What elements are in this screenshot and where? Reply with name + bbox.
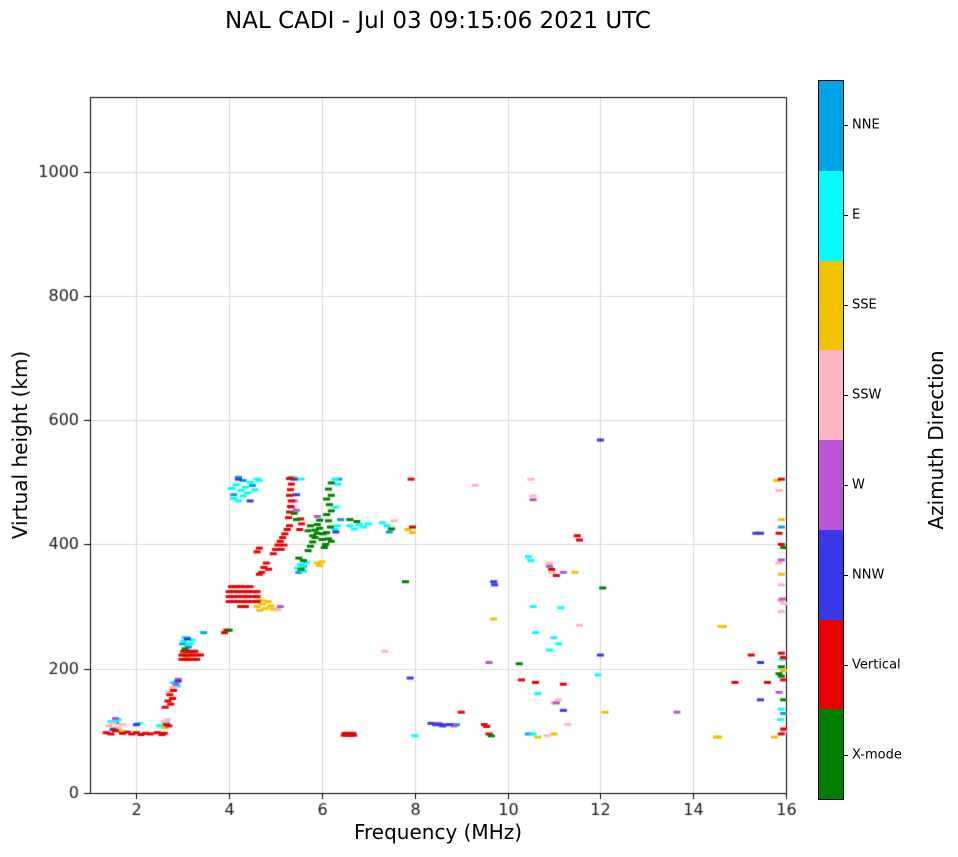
colorbar-segment-sse — [819, 260, 843, 351]
colorbar-tick — [844, 575, 848, 576]
colorbar-tick — [844, 215, 848, 216]
chart-title: NAL CADI - Jul 03 09:15:06 2021 UTC — [225, 8, 651, 34]
colorbar-label-e: E — [852, 207, 861, 223]
colorbar-tick — [844, 305, 848, 306]
colorbar-label-vertical: Vertical — [852, 657, 901, 673]
colorbar-segment-w — [819, 440, 843, 530]
colorbar-axis-label: Azimuth Direction — [924, 350, 948, 530]
colorbar-label-ssw: SSW — [852, 387, 882, 403]
colorbar-segment-x-mode — [819, 709, 843, 799]
colorbar-tick — [844, 125, 848, 126]
colorbar-tick — [844, 665, 848, 666]
colorbar-tick — [844, 755, 848, 756]
colorbar-segment-e — [819, 170, 843, 261]
colorbar-label-w: W — [852, 477, 865, 493]
x-axis-label: Frequency (MHz) — [353, 820, 523, 844]
colorbar-tick — [844, 395, 848, 396]
colorbar-segment-nne — [819, 81, 843, 171]
colorbar-label-nnw: NNW — [852, 567, 885, 583]
azimuth-colorbar — [818, 80, 844, 800]
colorbar-label-sse: SSE — [852, 297, 877, 313]
colorbar-segment-vertical — [819, 619, 843, 710]
colorbar-tick — [844, 485, 848, 486]
y-axis-label: Virtual height (km) — [8, 350, 32, 540]
colorbar-segment-nnw — [819, 529, 843, 620]
colorbar-label-nne: NNE — [852, 117, 880, 133]
colorbar-label-x-mode: X-mode — [852, 747, 902, 763]
colorbar-segment-ssw — [819, 350, 843, 440]
